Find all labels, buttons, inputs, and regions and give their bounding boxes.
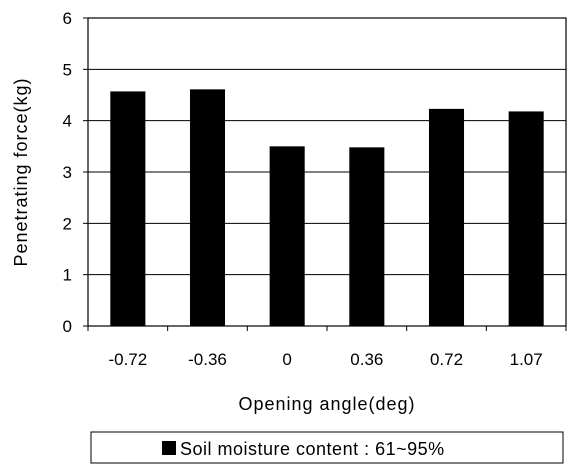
x-tick-label: -0.72	[108, 350, 147, 369]
x-tick-label: 0	[282, 350, 291, 369]
y-tick-label: 6	[63, 9, 72, 28]
y-tick-label: 0	[63, 317, 72, 336]
bar--0.72	[110, 91, 146, 326]
bar-0.72	[428, 108, 465, 326]
x-tick-label: 0.36	[350, 350, 383, 369]
x-axis-title: Opening angle(deg)	[238, 394, 415, 414]
y-tick-label: 5	[63, 60, 72, 79]
legend-swatch	[162, 441, 176, 455]
x-tick-label: 0.72	[430, 350, 463, 369]
y-tick-label: 2	[63, 214, 72, 233]
bar-1.07	[508, 111, 544, 326]
y-tick-label: 1	[63, 266, 72, 285]
bar-0	[269, 146, 305, 326]
legend: Soil moisture content : 61~95%	[90, 431, 564, 464]
bar-0.36	[349, 147, 385, 326]
y-axis-title: Penetrating force(kg)	[11, 77, 31, 266]
x-tick-label: 1.07	[510, 350, 543, 369]
x-axis-ticks: -0.72 -0.36 0 0.36 0.72 1.07	[87, 326, 567, 369]
y-tick-label: 3	[63, 163, 72, 182]
gridlines	[88, 68, 566, 276]
legend-label: Soil moisture content : 61~95%	[180, 439, 445, 459]
bars	[110, 89, 544, 326]
y-axis-ticks: 0 1 2 3 4 5 6	[63, 9, 88, 336]
x-tick-label: -0.36	[188, 350, 227, 369]
y-tick-label: 4	[63, 112, 72, 131]
bar--0.36	[189, 89, 226, 326]
